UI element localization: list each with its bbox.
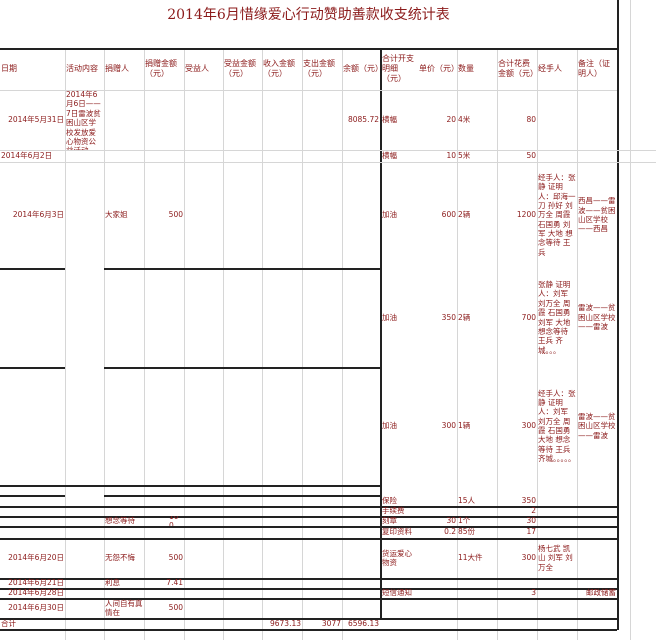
qty-cell[interactable]: 85份: [458, 527, 476, 537]
qty-cell[interactable]: 1辆: [458, 421, 471, 431]
price-cell[interactable]: 20: [446, 115, 456, 125]
handler-cell[interactable]: 杨七武 凯山 刘军 刘万全: [538, 543, 573, 572]
item-cell[interactable]: 刻章: [382, 516, 397, 526]
total-cell[interactable]: 2: [531, 506, 536, 516]
note-cell[interactable]: 雷波——贫困山区学校——雷波: [578, 303, 616, 332]
header-note: 备注（证明人）: [578, 59, 610, 78]
qty-cell[interactable]: 5米: [458, 151, 471, 161]
amount-cell[interactable]: 7.41: [166, 578, 183, 588]
header-date: 日期: [1, 64, 17, 73]
item-cell[interactable]: 加油: [382, 312, 397, 322]
total-cell[interactable]: 300: [521, 553, 536, 563]
item-cell[interactable]: 加油: [382, 210, 397, 220]
donor-cell[interactable]: 利息: [105, 578, 120, 588]
note-cell[interactable]: 邮政储蓄: [586, 588, 616, 598]
qty-cell[interactable]: 1个: [458, 516, 471, 526]
total-cell[interactable]: 700: [521, 312, 536, 322]
header-total-cost: 合计花费金额（元）: [498, 59, 537, 78]
price-cell[interactable]: 0.2: [444, 527, 456, 537]
header-beneficiary: 受益人: [185, 64, 209, 73]
date-cell[interactable]: 2014年6月21日: [8, 578, 64, 588]
note-cell[interactable]: 西昌——雷波——贫困山区学校——西昌: [578, 196, 616, 234]
handler-cell[interactable]: 张静 证明人：刘军 刘万全 周霞 石国勇 刘军 大地 想念等待 王兵 齐城。。。: [538, 280, 571, 355]
total-income[interactable]: 9673.13: [269, 618, 301, 628]
item-cell[interactable]: 横幅: [382, 151, 397, 161]
price-cell[interactable]: 600: [441, 210, 456, 220]
total-expense[interactable]: 3077: [321, 618, 341, 628]
donor-cell[interactable]: 大家姐: [105, 210, 128, 220]
amount-cell[interactable]: 500: [168, 210, 183, 220]
qty-cell[interactable]: 2辆: [458, 210, 471, 220]
date-cell[interactable]: 2014年6月3日: [12, 210, 64, 220]
item-cell[interactable]: 复印资料: [382, 527, 412, 537]
handler-cell[interactable]: 经手人：张静 证明人：邱海一刀 孙好 刘万全 周霞 石国勇 刘军 大地 想念等待…: [538, 172, 576, 257]
item-cell[interactable]: 保险: [382, 495, 397, 505]
item-cell[interactable]: 短信通知: [382, 588, 412, 598]
header-income: 收入金额（元）: [263, 59, 295, 78]
header-expense: 支出金额（元）: [303, 59, 335, 78]
total-cell[interactable]: 300: [521, 421, 536, 431]
item-cell[interactable]: 加油: [382, 421, 397, 431]
total-label: 合计: [1, 618, 16, 628]
date-cell[interactable]: 2014年6月28日: [8, 588, 64, 598]
price-cell[interactable]: 350: [441, 312, 456, 322]
handler-cell[interactable]: 经手人：张静 证明人：刘军 刘万全 周霞 石国勇 大地 想念等待 王兵 齐城。。…: [538, 388, 576, 464]
header-activity: 活动内容: [66, 64, 98, 73]
header-benefit-amount: 受益金额（元）: [224, 59, 256, 78]
item-cell[interactable]: 横幅: [382, 115, 397, 125]
header-expense-detail: 合计开支明细（元）: [382, 54, 414, 83]
note-cell[interactable]: 雷波——贫困山区学校——雷波: [578, 411, 616, 440]
header-balance: 余额（元）: [343, 64, 380, 73]
qty-cell[interactable]: 11大件: [458, 553, 483, 563]
donor-cell[interactable]: 想念等待: [105, 516, 135, 526]
amount-cell[interactable]: 100: [169, 516, 179, 526]
price-cell[interactable]: 30: [446, 516, 456, 526]
date-cell[interactable]: 2014年5月31日: [8, 115, 64, 125]
total-cell[interactable]: 3: [531, 588, 536, 598]
header-donor: 捐赠人: [105, 64, 129, 73]
amount-cell[interactable]: 500: [168, 553, 183, 563]
qty-cell[interactable]: 2辆: [458, 312, 471, 322]
amount-cell[interactable]: 500: [168, 603, 183, 613]
total-cell[interactable]: 30: [526, 516, 536, 526]
qty-cell[interactable]: 15人: [458, 495, 476, 505]
activity-cell[interactable]: 2014年6月6日——7日雷波贫困山区学校发放爱心物资公益活动: [66, 90, 101, 150]
donor-cell[interactable]: 无怨不悔: [105, 553, 135, 563]
total-cell[interactable]: 80: [526, 115, 536, 125]
total-cell[interactable]: 50: [526, 151, 536, 161]
balance-cell[interactable]: 8085.72: [347, 115, 379, 125]
total-cell[interactable]: 17: [526, 527, 536, 537]
date-cell[interactable]: 2014年6月30日: [8, 603, 64, 613]
date-cell[interactable]: 2014年6月20日: [8, 553, 64, 563]
header-handler: 经手人: [538, 64, 562, 73]
header-unit-price: 单价（元）: [419, 64, 457, 73]
donor-cell[interactable]: 人间自有真情在: [105, 598, 143, 617]
total-cell[interactable]: 1200: [516, 210, 536, 220]
sheet-title: 2014年6月惜缘爱心行动赞助善款收支统计表: [167, 7, 450, 23]
price-cell[interactable]: 300: [441, 421, 456, 431]
header-donation: 捐赠金额（元）: [145, 59, 177, 78]
item-cell[interactable]: 手续费: [382, 506, 405, 516]
header-quantity: 数量: [458, 64, 474, 73]
total-cell[interactable]: 350: [521, 495, 536, 505]
total-balance[interactable]: 6596.13: [347, 618, 379, 628]
price-cell[interactable]: 10: [446, 151, 456, 161]
qty-cell[interactable]: 4米: [458, 115, 471, 125]
item-cell[interactable]: 货运爱心物资: [382, 548, 412, 567]
date-cell[interactable]: 2014年6月2日: [1, 151, 53, 161]
